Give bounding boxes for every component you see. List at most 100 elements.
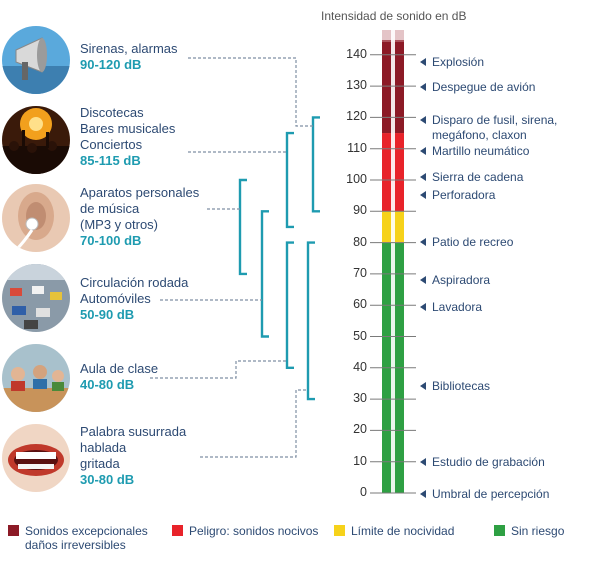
pointer-icon — [420, 83, 426, 91]
pointer-icon — [420, 303, 426, 311]
source-line: gritada — [80, 456, 120, 471]
bracket-3 — [260, 210, 269, 338]
tick-label-40: 40 — [353, 359, 367, 374]
source-label-2: Aparatos personales de música (MP3 y otros… — [80, 185, 199, 249]
annotation-9: Bibliotecas — [420, 379, 490, 394]
tick-label-10: 10 — [353, 453, 367, 468]
bracket-1 — [285, 131, 294, 229]
legend-text-2: daños irreversibles — [25, 538, 126, 552]
connector-0 — [188, 57, 313, 127]
annotation-5: Perforadora — [420, 188, 495, 203]
bar-stripe — [391, 30, 395, 494]
bracket-4 — [285, 241, 294, 369]
source-label-5: Palabra susurrada hablada gritada 30-80 dB — [80, 424, 186, 488]
source-label-1: Discotecas Bares musicales Conciertos 85-11… — [80, 105, 175, 169]
annotation-text: Sierra de cadena — [432, 170, 524, 184]
tick-label-110: 110 — [347, 140, 367, 155]
concert-icon — [2, 106, 70, 174]
legend-text: Sonidos excepcionales — [25, 524, 148, 538]
megaphone-icon — [2, 26, 70, 94]
source-range: 50-90 dB — [80, 307, 135, 322]
connector-4 — [150, 360, 287, 379]
annotation-text: Patio de recreo — [432, 235, 514, 249]
range-brackets — [238, 116, 320, 401]
tick-label-0: 0 — [360, 485, 367, 499]
annotation-text: Despegue de avión — [432, 80, 536, 94]
annotation-7: Aspiradora — [420, 273, 490, 288]
earphone-icon — [2, 184, 70, 252]
annotation-3: Martillo neumático — [420, 144, 529, 159]
source-line: hablada — [80, 440, 127, 455]
annotation-6: Patio de recreo — [420, 235, 513, 250]
tick-label-80: 80 — [353, 234, 367, 249]
source-line: (MP3 y otros) — [80, 217, 159, 232]
pointer-icon — [420, 147, 426, 155]
bracket-0 — [311, 116, 320, 213]
legend-item-1: Peligro: sonidos nocivos — [172, 524, 318, 538]
annotation-text: Lavadora — [432, 300, 483, 314]
legend-item-0: Sonidos excepcionales daños irreversibles — [8, 524, 148, 552]
tick-label-60: 60 — [353, 297, 367, 312]
annotation-text: Disparo de fusil, sirena, — [432, 113, 558, 127]
source-line: Sirenas, alarmas — [80, 41, 178, 56]
annotation-4: Sierra de cadena — [420, 170, 523, 185]
source-line: Circulación rodada — [80, 275, 189, 290]
pointer-icon — [420, 58, 426, 66]
annotation-text: Umbral de percepción — [432, 487, 550, 501]
pointer-icon — [420, 191, 426, 199]
tick-label-70: 70 — [353, 265, 367, 280]
annotation-text-2: megáfono, claxon — [432, 128, 527, 142]
pointer-icon — [420, 238, 426, 246]
bracket-2 — [238, 178, 247, 276]
source-line: de música — [80, 201, 140, 216]
annotation-text: Bibliotecas — [432, 379, 491, 393]
classroom-icon — [2, 344, 70, 412]
tick-label-140: 140 — [346, 46, 367, 61]
source-line: Bares musicales — [80, 121, 176, 136]
tick-label-30: 30 — [353, 391, 367, 406]
source-range: 90-120 dB — [80, 57, 142, 72]
bracket-5 — [306, 241, 315, 401]
legend-item-3: Sin riesgo — [494, 524, 564, 538]
tick-label-130: 130 — [346, 78, 367, 93]
tick-label-20: 20 — [353, 422, 367, 437]
source-line: Discotecas — [80, 105, 144, 120]
mouth-icon — [2, 424, 70, 492]
legend-swatch — [334, 525, 345, 536]
legend-swatch — [494, 525, 505, 536]
source-line: Palabra susurrada — [80, 424, 187, 439]
annotation-text: Martillo neumático — [432, 144, 530, 158]
annotation-text: Aspiradora — [432, 273, 491, 287]
source-range: 40-80 dB — [80, 377, 135, 392]
source-range: 85-115 dB — [80, 153, 141, 168]
pointer-icon — [420, 382, 426, 390]
source-line: Conciertos — [80, 137, 143, 152]
intensity-bar — [382, 30, 404, 494]
annotation-text: Estudio de grabación — [432, 455, 545, 469]
annotation-11: Umbral de percepción — [420, 487, 549, 502]
connector-5 — [200, 389, 308, 458]
annotation-1: Despegue de avión — [420, 80, 535, 95]
pointer-icon — [420, 458, 426, 466]
annotation-text: Explosión — [432, 55, 485, 69]
annotation-10: Estudio de grabación — [420, 455, 545, 470]
source-line: Aparatos personales — [80, 185, 200, 200]
source-range: 70-100 dB — [80, 233, 142, 248]
connectors — [150, 57, 313, 458]
tick-label-100: 100 — [346, 172, 367, 186]
legend-text: Sin riesgo — [511, 524, 565, 538]
tick-label-120: 120 — [346, 109, 367, 124]
pointer-icon — [420, 173, 426, 181]
source-label-0: Sirenas, alarmas 90-120 dB — [80, 41, 178, 73]
annotation-8: Lavadora — [420, 300, 482, 315]
pointer-icon — [420, 276, 426, 284]
legend: Sonidos excepcionales daños irreversibles… — [0, 523, 590, 563]
legend-swatch — [8, 525, 19, 536]
pointer-icon — [420, 490, 426, 498]
tick-label-50: 50 — [353, 328, 367, 343]
pointer-icon — [420, 116, 426, 124]
legend-item-2: Límite de nocividad — [334, 524, 454, 538]
annotation-2: Disparo de fusil, sirena, megáfono, claxo… — [420, 113, 557, 143]
source-range: 30-80 dB — [80, 472, 135, 487]
annotation-0: Explosión — [420, 55, 484, 70]
